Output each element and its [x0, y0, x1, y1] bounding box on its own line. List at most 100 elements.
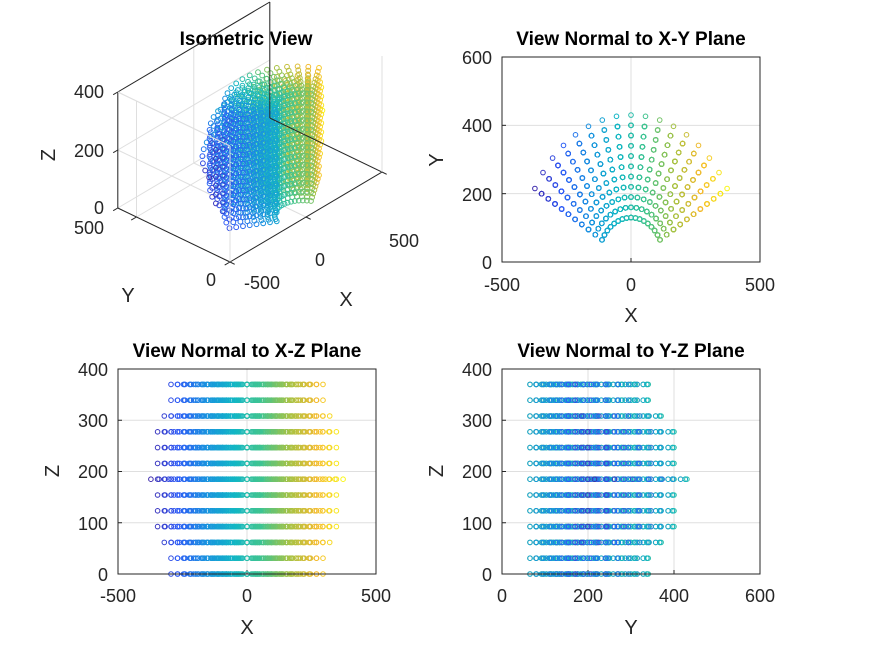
iso-point — [243, 98, 250, 105]
iso-point — [237, 120, 244, 127]
xy-point — [697, 206, 704, 212]
iso-point — [237, 165, 244, 171]
iso-point — [245, 78, 251, 85]
iso-point — [233, 170, 240, 177]
xy-point — [552, 182, 559, 188]
iso-point — [230, 147, 237, 154]
xy-point — [607, 156, 614, 163]
xy-point — [558, 206, 565, 212]
xy-point — [579, 221, 585, 228]
xy-point — [670, 226, 677, 233]
xy-point — [577, 191, 583, 198]
iso-z-tick-200: 200 — [74, 141, 104, 161]
iso-point — [213, 191, 219, 198]
xy-point — [652, 137, 659, 143]
iso-y-tick-mark — [224, 261, 231, 266]
xy-point — [601, 127, 608, 133]
xy-point — [588, 167, 594, 174]
iso-point — [230, 201, 237, 208]
iso-point — [237, 174, 244, 180]
iso-point — [231, 91, 238, 98]
iso-point — [223, 112, 230, 119]
iso-point — [237, 147, 244, 154]
iso-point — [237, 209, 244, 216]
iso-point — [223, 219, 230, 226]
xy-point — [593, 199, 600, 206]
iso-point — [219, 172, 226, 179]
xy-point — [549, 155, 556, 161]
iso-point — [209, 140, 216, 147]
iso-point — [199, 153, 206, 160]
iso-y-label: Y — [121, 285, 134, 307]
xy-grid — [501, 56, 761, 263]
iso-point — [237, 138, 244, 145]
xy-point — [672, 183, 678, 189]
xy-point — [632, 215, 639, 221]
xy-point — [615, 196, 622, 203]
iso-grid-line — [117, 59, 271, 151]
xy-point — [572, 216, 578, 223]
xz-point — [320, 381, 326, 388]
iso-point — [219, 181, 226, 188]
xy-point — [622, 205, 629, 211]
iso-z-tick-mark — [112, 149, 119, 154]
xz-point — [320, 397, 326, 404]
xy-point — [704, 201, 710, 207]
xz-point — [333, 492, 340, 498]
xy-point — [579, 175, 586, 181]
iso-point — [223, 121, 230, 128]
iso-point — [233, 117, 240, 123]
xy-point — [668, 167, 674, 174]
xy-point — [596, 185, 602, 191]
iso-point — [248, 90, 254, 97]
xy-point — [642, 186, 649, 193]
xy-point — [675, 149, 682, 156]
iso-point — [219, 190, 226, 197]
iso-point — [230, 112, 237, 118]
iso-point — [206, 144, 213, 151]
iso-point — [219, 208, 226, 215]
iso-y-tick-0: 0 — [206, 270, 216, 290]
iso-point — [206, 180, 213, 187]
iso-point — [213, 200, 219, 207]
xy-point — [649, 189, 656, 196]
iso-point — [215, 121, 221, 128]
xy-point — [667, 219, 673, 226]
xy-point — [592, 176, 598, 182]
xy-point — [668, 206, 674, 212]
xy-point — [697, 188, 704, 195]
xz-point — [333, 508, 340, 514]
xy-point — [652, 203, 659, 209]
xz-grid — [117, 368, 377, 575]
iso-point — [237, 156, 244, 163]
xy-point — [588, 132, 595, 139]
xy-point — [691, 194, 698, 201]
xy-panel: View Normal to X-Y Plane 600 400 200 0 Y… — [426, 29, 775, 327]
xy-point — [609, 166, 616, 173]
xy-point — [640, 133, 647, 140]
xy-y-tick-200: 200 — [462, 185, 492, 205]
iso-z-tick-mark — [112, 207, 119, 212]
xy-point — [532, 185, 538, 192]
iso-point — [207, 133, 214, 140]
xy-point — [636, 174, 643, 181]
xy-point — [646, 166, 653, 173]
xy-point — [710, 196, 717, 202]
xy-point — [681, 167, 688, 173]
iso-point — [228, 106, 235, 113]
xy-point — [613, 113, 620, 120]
iso-z-tick-mark — [112, 91, 119, 96]
xy-point — [662, 213, 669, 219]
xy-point — [650, 147, 657, 153]
xz-point — [326, 413, 333, 419]
xy-point — [603, 180, 610, 186]
xy-y-tick-400: 400 — [462, 116, 492, 136]
xy-point — [637, 164, 644, 170]
xy-point — [564, 194, 571, 201]
xy-point — [654, 232, 661, 238]
iso-z-label: Z — [38, 149, 60, 161]
xy-point — [647, 199, 653, 205]
xy-point — [634, 194, 641, 201]
xy-point — [570, 158, 576, 165]
xy-point — [600, 170, 607, 177]
